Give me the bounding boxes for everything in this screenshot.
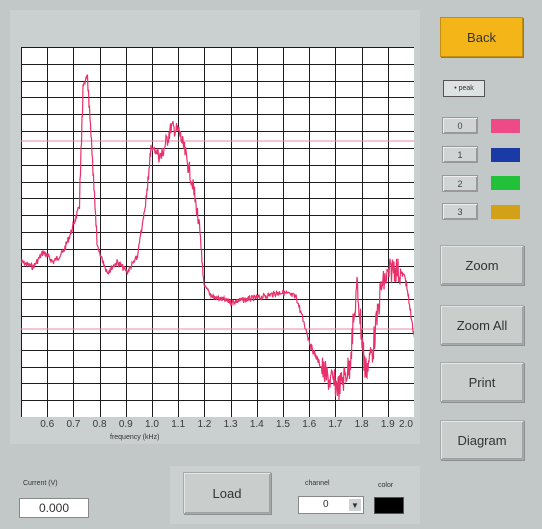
x-tick-label: 1.4 [249,419,264,430]
back-button[interactable]: Back [440,17,523,57]
zoom-button[interactable]: Zoom [440,245,524,285]
signal-trace [21,74,414,401]
plot-grid [21,47,414,417]
channel-3-color-swatch [491,205,520,219]
x-tick-label: 1.9 [380,419,395,430]
current-label: Current (V) [23,480,58,487]
x-axis-ticks: 0.6 0.7 0.8 0.9 1.0 1.1 1.2 1.3 1.4 1.5 1.6 1.7 1.8 1… [14,419,424,433]
zoom-all-button[interactable]: Zoom All [440,305,524,345]
x-tick-label: 1.0 [145,419,159,430]
channel-2-color-swatch [491,176,520,190]
channel-2-button[interactable]: 2 [442,175,478,192]
x-tick-label: 0.8 [92,419,107,430]
diagram-button[interactable]: Diagram [440,420,524,460]
x-tick-label: 1.5 [276,419,290,430]
x-tick-label: 1.7 [328,419,343,430]
x-tick-label: 1.2 [197,419,212,430]
channel-0-color-swatch [491,119,520,133]
x-tick-label: 1.3 [223,419,238,430]
channel-3-button[interactable]: 3 [442,203,478,220]
channel-0-button[interactable]: 0 [442,117,478,134]
load-button[interactable]: Load [183,472,271,514]
channel-select[interactable]: 0 ▼ [298,496,364,514]
chevron-down-icon[interactable]: ▼ [349,499,361,511]
x-tick-label: 1.8 [354,419,369,430]
x-tick-label: 2.0 [399,419,413,430]
x-tick-label: 1.6 [302,419,317,430]
x-tick-label: 1.1 [171,419,186,430]
channel-label: channel [305,480,330,487]
plot-canvas [21,47,414,417]
print-button[interactable]: Print [440,362,524,402]
current-value-field[interactable]: 0.000 [19,498,89,518]
color-label: color [378,482,394,489]
peak-toggle[interactable]: • peak [443,80,485,97]
x-axis-label: frequency (kHz) [110,434,160,441]
channel-select-value: 0 [323,499,329,510]
x-tick-label: 0.6 [40,419,55,430]
signal-plot[interactable] [21,47,414,417]
channel-1-color-swatch [491,148,520,162]
x-tick-label: 0.7 [66,419,81,430]
color-picker[interactable] [374,497,404,514]
channel-1-button[interactable]: 1 [442,146,478,163]
x-tick-label: 0.9 [118,419,133,430]
